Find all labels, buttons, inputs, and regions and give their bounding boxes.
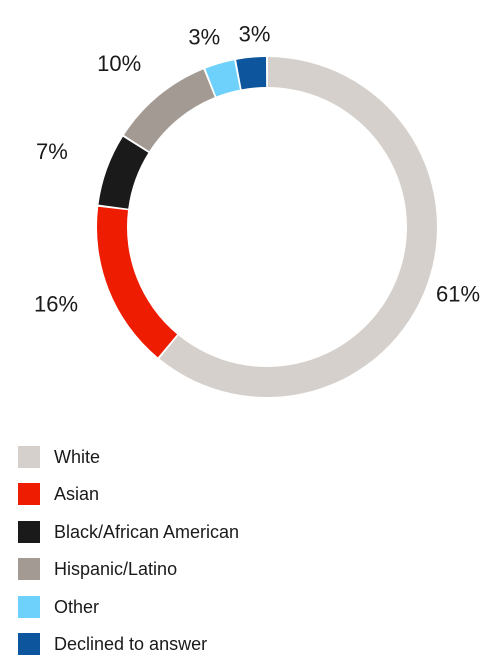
legend-item-black-african-american: Black/African American <box>18 513 239 551</box>
slice-white <box>159 57 437 397</box>
legend-swatch-declined-to-answer <box>18 633 40 655</box>
legend-label-white: White <box>54 446 100 468</box>
slice-asian <box>97 207 177 358</box>
slice-label-other: 3% <box>188 25 220 50</box>
legend-label-black-african-american: Black/African American <box>54 521 239 543</box>
legend-label-declined-to-answer: Declined to answer <box>54 633 207 655</box>
slice-black-african-american <box>98 137 148 209</box>
legend-label-asian: Asian <box>54 483 99 505</box>
legend-swatch-asian <box>18 483 40 505</box>
slice-label-asian: 16% <box>34 292 78 317</box>
slice-label-white: 61% <box>436 282 480 307</box>
legend-item-other: Other <box>18 588 239 626</box>
legend-label-hispanic-latino: Hispanic/Latino <box>54 558 177 580</box>
slice-label-hispanic-latino: 10% <box>97 51 141 76</box>
legend-swatch-hispanic-latino <box>18 558 40 580</box>
slice-label-declined-to-answer: 3% <box>239 22 271 47</box>
slice-hispanic-latino <box>124 69 215 151</box>
donut-slices <box>97 57 437 397</box>
legend-item-white: White <box>18 438 239 476</box>
legend-label-other: Other <box>54 596 99 618</box>
legend-item-declined-to-answer: Declined to answer <box>18 626 239 663</box>
legend: White Asian Black/African American Hispa… <box>18 438 239 663</box>
legend-item-asian: Asian <box>18 476 239 514</box>
donut-chart: 61% 16% 7% 10% 3% 3% <box>0 0 488 410</box>
legend-swatch-other <box>18 596 40 618</box>
slice-declined-to-answer <box>236 57 266 89</box>
legend-item-hispanic-latino: Hispanic/Latino <box>18 551 239 589</box>
legend-swatch-white <box>18 446 40 468</box>
legend-swatch-black-african-american <box>18 521 40 543</box>
slice-label-black-african-american: 7% <box>36 139 68 164</box>
